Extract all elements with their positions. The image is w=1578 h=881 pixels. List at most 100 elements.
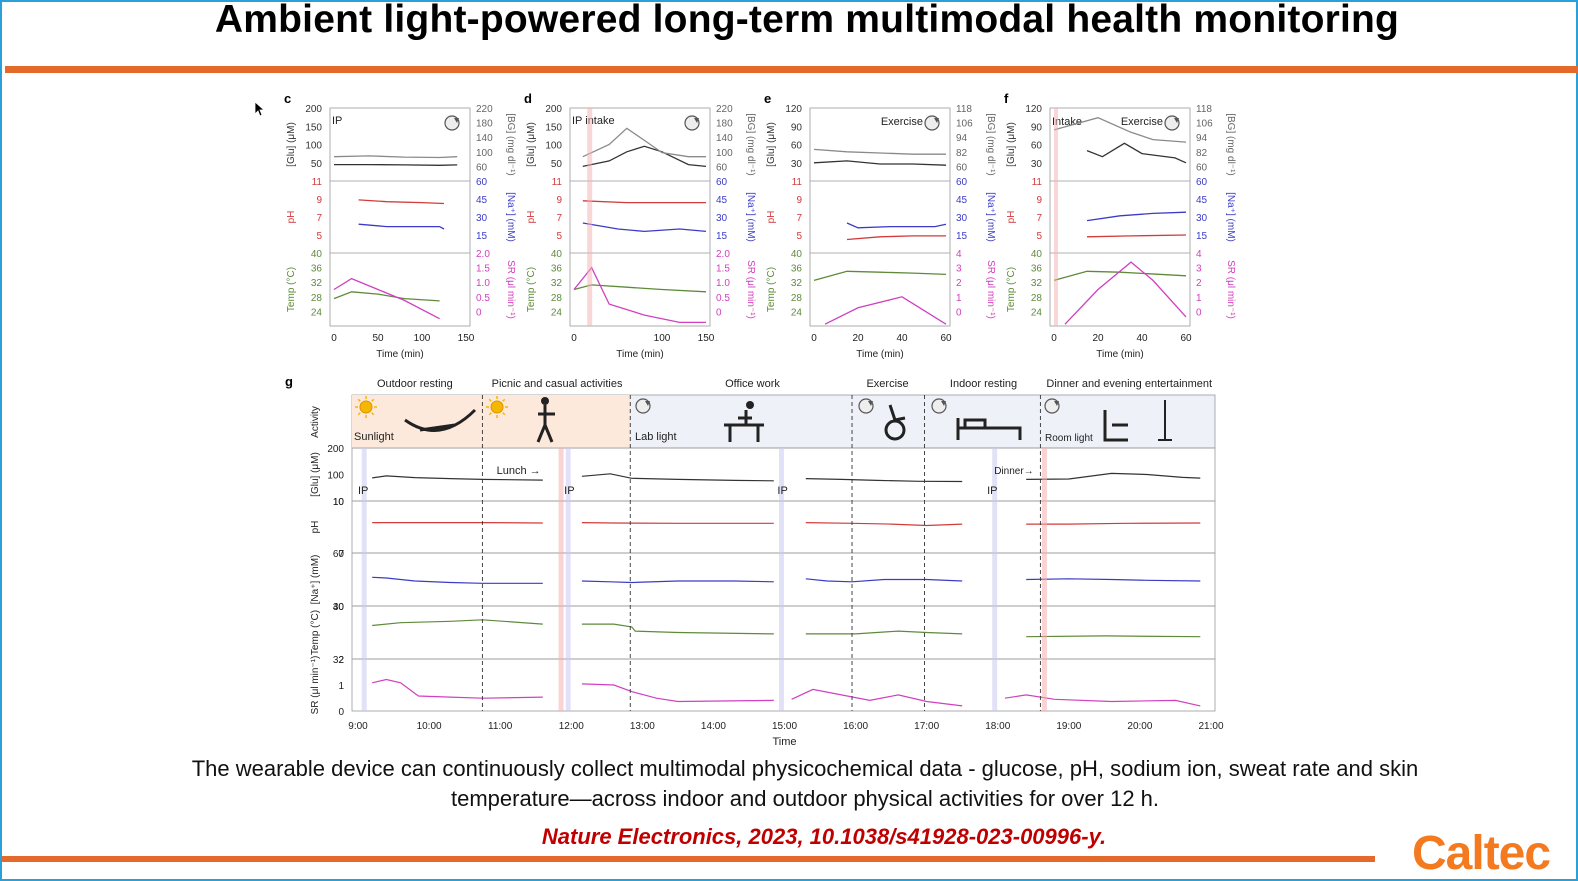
axis-tick-left: 36 [791,264,803,275]
x-axis-label: Time (min) [616,349,663,360]
series-line-temp [372,619,543,627]
axis-tick-right: 45 [476,195,488,206]
axis-label-left: Temp (°C) [766,267,777,312]
x-tick-label: 100 [414,333,431,344]
activity-label: Office work [725,378,780,390]
x-tick-label: 60 [1180,333,1192,344]
axis-label-right: [Na⁺] (mM) [985,192,996,242]
axis-tick-left: 60 [791,141,803,152]
axis-label-right: SR (μl min⁻¹) [1225,260,1236,319]
x-tick-label: 21:00 [1198,721,1223,732]
axis-tick-right: 60 [716,162,728,173]
bulb-icon [931,398,947,414]
panel-letter-e: e [764,91,771,106]
series-line-na [846,222,947,229]
event-highlight [992,448,998,711]
axis-tick-right: 1.0 [716,278,730,289]
axis-tick-right: 220 [716,104,733,115]
activity-label: Outdoor resting [377,378,453,390]
axis-tick-right: 4 [1196,249,1202,260]
series-line-glu [581,473,774,482]
series-line-temp [813,270,947,282]
axis-tick-right: 60 [1196,177,1208,188]
axis-tick-left: 5 [796,231,802,242]
axis-tick-left: 5 [316,231,322,242]
series-line-glu [1086,142,1187,164]
intake-highlight [587,108,593,326]
axis-tick-left: 7 [316,213,322,224]
axis-label-left: Temp (°C) [286,267,297,312]
panel-frame [809,107,951,327]
series-line-sr [333,277,440,320]
axis-tick-left: 5 [556,231,562,242]
bulb-icon [635,398,651,414]
axis-label-left: Temp (°C) [526,267,537,312]
axis-tick-left: 36 [1031,264,1043,275]
axis-label-left: [Glu] (μM) [766,122,777,167]
axis-tick-left: 28 [1031,293,1043,304]
x-tick-label: 17:00 [914,721,939,732]
axis-tick-right: 15 [476,231,488,242]
row-tick-label: 200 [327,444,344,455]
axis-tick-right: 94 [956,133,968,144]
axis-label-right: [BG] (mg dl⁻¹) [1225,113,1236,176]
panel-annotation-left: Intake [1052,116,1082,128]
axis-tick-left: 40 [1031,249,1043,260]
axis-tick-right: 60 [1196,162,1208,173]
axis-label-left: [Glu] (μM) [286,122,297,167]
x-tick-label: 0 [1051,333,1057,344]
series-line-sr [1004,694,1201,707]
bed-icon [956,418,1022,440]
axis-label-right: SR (μl min⁻¹) [505,260,516,319]
sun-icon [486,396,508,418]
axis-label-left: pH [286,211,297,224]
axis-tick-right: 60 [716,177,728,188]
axis-tick-left: 50 [311,159,323,170]
x-tick-label: 100 [654,333,671,344]
panel-letter-g: g [285,374,293,389]
series-line-temp [805,630,963,635]
x-tick-label: 150 [698,333,715,344]
series-line-na [805,578,963,583]
axis-tick-right: 45 [956,195,968,206]
axis-tick-right: 140 [476,133,493,144]
series-line-bg [813,148,946,155]
axis-tick-right: 106 [956,119,973,130]
axis-tick-right: 118 [956,104,972,115]
series-line-na [582,222,707,233]
bulb-icon [444,115,460,131]
x-tick-label: 60 [940,333,952,344]
axis-tick-left: 32 [791,278,803,289]
axis-tick-right: 30 [1196,213,1208,224]
ip-label: IP [987,485,997,497]
panel-annotation: IP [332,115,342,127]
axis-tick-left: 90 [791,122,803,133]
ip-label: IP [358,485,368,497]
x-tick-label: 20:00 [1127,721,1152,732]
walking-person-head-icon [541,397,549,405]
axis-tick-right: 30 [956,213,968,224]
axis-tick-left: 28 [551,293,563,304]
axis-tick-left: 32 [551,278,563,289]
series-line-sr [372,678,543,699]
slide-caption: The wearable device can continuously col… [90,754,1520,814]
axis-tick-right: 1 [956,293,962,304]
caption-line-1: The wearable device can continuously col… [191,756,1419,781]
footer-divider [2,856,1375,862]
axis-tick-right: 220 [476,104,493,115]
bulb-icon [684,115,700,131]
row-axis-label: [Na⁺] (mM) [310,555,321,605]
series-line-ph [581,522,774,524]
activity-label: Dinner and evening entertainment [1046,378,1212,390]
event-label-lunch: Lunch → [497,465,541,477]
axis-tick-right: 15 [716,231,728,242]
ip-label: IP [564,485,574,497]
x-tick-label: 12:00 [559,721,584,732]
row-tick-label: 32 [333,655,345,666]
axis-label-left: [Glu] (μM) [526,122,537,167]
axis-tick-right: 1.0 [476,278,490,289]
series-line-temp [1026,635,1201,638]
axis-tick-left: 150 [545,122,562,133]
axis-tick-right: 4 [956,249,962,260]
